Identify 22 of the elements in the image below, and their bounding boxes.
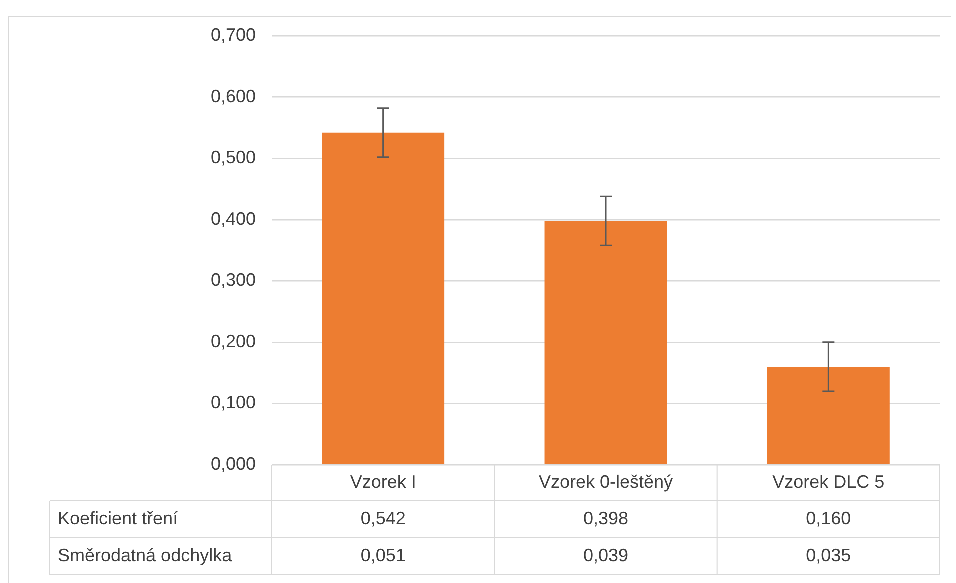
y-tick-label: 0,600 (210, 86, 256, 106)
data-label: 0,542 (360, 508, 406, 528)
x-tick-label: Vzorek 0-leštěný (538, 472, 674, 492)
data-label: 0,398 (583, 508, 629, 528)
bar (767, 366, 890, 464)
text: 0,051 (360, 545, 406, 566)
y-tick-label: 0,400 (210, 208, 256, 229)
bar (544, 221, 668, 464)
y-tick-label: 0,300 (210, 270, 256, 290)
bar (322, 132, 445, 464)
x-tick-label: Vzorek I (350, 472, 416, 492)
y-tick-label: 0,000 (210, 454, 256, 474)
y-tick-label: 0,700 (210, 24, 256, 45)
y-tick-label: 0,500 (210, 148, 256, 168)
y-tick-label: 0,200 (210, 331, 256, 352)
y-tick-label: 0,100 (210, 392, 256, 413)
text: Koeficient tření (58, 508, 178, 528)
text: Směrodatná odchylka (58, 545, 234, 566)
text: 0,039 (583, 545, 629, 566)
text: 0,035 (806, 545, 852, 566)
data-label: 0,160 (806, 508, 852, 528)
x-tick-label: Vzorek DLC 5 (772, 472, 885, 492)
